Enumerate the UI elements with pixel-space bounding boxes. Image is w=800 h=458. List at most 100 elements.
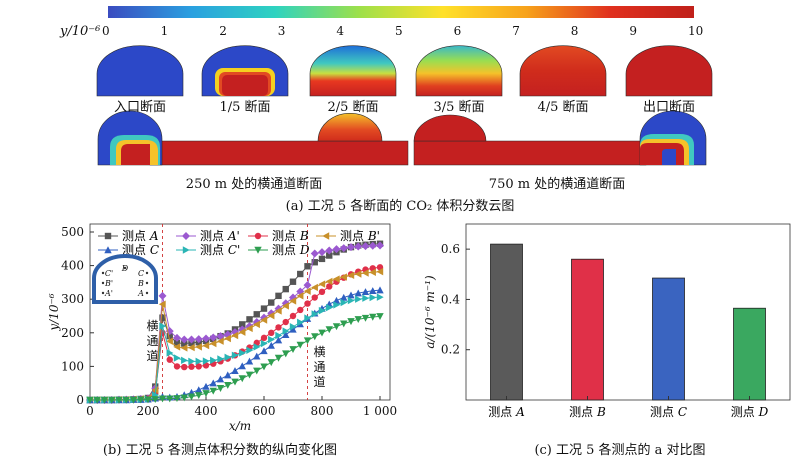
data-point: [202, 390, 210, 397]
caption-a: (a) 工况 5 各断面的 CO₂ 体积分数云图: [285, 199, 515, 214]
data-point: [362, 294, 370, 302]
data-point: [93, 396, 101, 404]
data-point: [318, 288, 326, 296]
colorbar: [108, 6, 694, 18]
data-point: [332, 323, 341, 331]
data-point: [354, 316, 362, 324]
data-point: [202, 341, 210, 350]
data-point: [376, 241, 384, 250]
data-point: [180, 344, 188, 352]
inset-point-label: B: [137, 279, 144, 288]
y-tick-label: 0.4: [441, 292, 460, 306]
bar-chart: 0.2 0.4 0.6 a/(10⁻⁶ m⁻¹) 测点 A 测点 B 测点 C 测点 D: [423, 223, 791, 419]
data-point: [368, 241, 377, 250]
data-point: [173, 339, 181, 347]
cross-passage-annotation: 横: [146, 319, 158, 333]
data-point: [254, 232, 262, 240]
data-point: [223, 330, 232, 339]
bar: [733, 307, 766, 401]
data-point: [158, 395, 167, 403]
data-point: [354, 270, 362, 278]
data-point: [311, 283, 318, 292]
data-point: [231, 331, 239, 340]
legend-label: 测点 B': [340, 229, 380, 243]
data-point: [144, 396, 152, 404]
legend-label: 测点 A: [122, 229, 159, 243]
data-point: [217, 355, 225, 363]
legend-label: 测点 A': [200, 229, 240, 243]
data-point: [354, 289, 362, 297]
data-point: [347, 291, 355, 299]
data-point: [325, 246, 334, 255]
cross-passage-body: [413, 140, 647, 166]
data-point: [216, 375, 225, 383]
data-point: [311, 294, 318, 301]
data-point: [369, 313, 377, 321]
data-point: [310, 249, 319, 258]
data-point: [361, 242, 370, 251]
data-point: [245, 357, 254, 365]
data-point: [339, 244, 348, 253]
data-point: [173, 343, 181, 351]
data-point: [289, 312, 297, 320]
data-point: [129, 396, 138, 404]
x-axis-label: x/m: [229, 419, 251, 433]
data-point: [210, 356, 217, 365]
legend-label: 测点 C': [200, 243, 240, 257]
data-point: [187, 343, 195, 352]
colorbar-tick-label: 3: [277, 24, 286, 38]
data-point: [260, 305, 268, 312]
data-point: [224, 334, 231, 343]
data-point: [238, 328, 246, 336]
cross-passage-body: [149, 140, 409, 166]
data-point: [181, 340, 188, 347]
data-point: [274, 307, 282, 315]
data-point: [369, 268, 376, 277]
data-point: [369, 293, 377, 302]
data-point: [104, 232, 112, 240]
y-tick-label: 200: [61, 326, 84, 340]
cross-passage-annotation: 道: [146, 349, 158, 363]
data-point: [340, 320, 348, 328]
legend-label: 测点 B: [272, 229, 309, 243]
plot-frame: [89, 223, 391, 401]
data-point: [376, 267, 384, 276]
colorbar-tick-label: 5: [395, 24, 403, 38]
data-point: [158, 291, 167, 300]
data-point: [289, 297, 297, 305]
data-point: [195, 343, 202, 351]
data-point: [137, 396, 145, 404]
data-point: [296, 341, 304, 349]
colorbar-tick-label: 2: [219, 24, 227, 38]
data-point: [289, 325, 297, 333]
data-point: [224, 371, 232, 379]
data-point: [239, 349, 246, 357]
data-point: [268, 299, 275, 306]
x-tick-label: 0: [86, 404, 94, 418]
data-point: [246, 346, 254, 354]
data-point: [267, 359, 275, 367]
x-tick-label: 200: [137, 404, 160, 418]
cross-passage-annotation: 横: [313, 345, 325, 359]
inset-point-label: D: [121, 264, 129, 273]
data-point: [151, 396, 159, 404]
data-point: [108, 396, 116, 404]
y-tick-label: 0: [76, 393, 84, 407]
section-contours: [96, 45, 713, 166]
tunnel-section: [96, 45, 184, 97]
section-label: 出口断面: [642, 100, 695, 115]
data-point: [188, 363, 195, 370]
data-point: [173, 333, 181, 342]
data-point: [303, 281, 312, 290]
data-point: [289, 346, 297, 353]
data-point: [332, 275, 340, 283]
data-point: [297, 306, 304, 314]
data-point: [216, 337, 224, 345]
data-point: [361, 288, 370, 296]
data-point: [325, 277, 333, 286]
caption-b: (b) 工况 5 各测点体积分数的纵向变化图: [102, 443, 338, 458]
data-point: [347, 271, 355, 280]
data-point: [282, 350, 290, 358]
legend-label: 测点 C: [122, 243, 159, 257]
tunnel-section: [625, 45, 713, 97]
